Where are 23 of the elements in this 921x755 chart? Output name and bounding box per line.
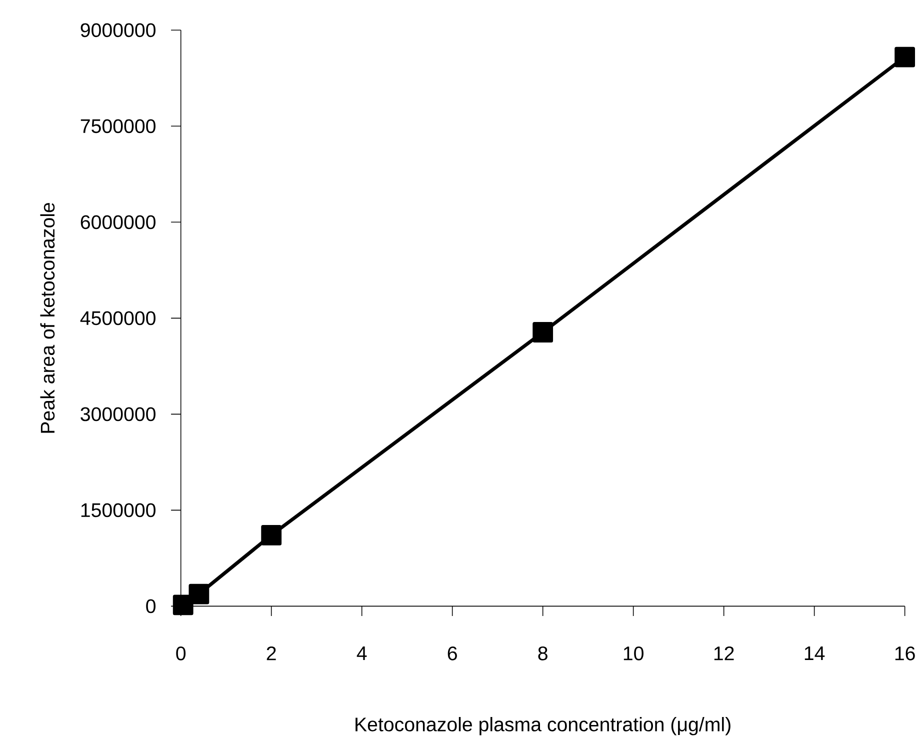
x-tick-label: 8 [538, 646, 548, 660]
y-tick-label: 9000000 [80, 23, 156, 37]
y-tick-label: 1500000 [81, 503, 156, 518]
x-tick-label: 0 [176, 646, 186, 660]
y-tick-label: 3000000 [80, 407, 156, 422]
y-tick-label: 7500000 [80, 119, 156, 133]
x-tick-label: 10 [624, 646, 644, 660]
point [172, 594, 194, 615]
y-axis-title: Peak area of ketoconazole [40, 202, 55, 433]
x-tick-label: 14 [804, 646, 825, 660]
point [894, 46, 916, 68]
point [188, 584, 210, 604]
x-tick-label: 12 [714, 646, 734, 660]
x-tick-label: 2 [266, 646, 276, 660]
x-tick-label: 4 [356, 646, 367, 660]
x-tick-label: 16 [895, 646, 915, 660]
x-axis-title: Ketoconazole plasma concentration (μg/ml) [356, 716, 730, 736]
point [532, 322, 554, 342]
x-tick-label: 6 [448, 646, 457, 660]
point [261, 524, 282, 546]
y-tick-label: 0 [146, 599, 156, 614]
y-tick-label: 6000000 [80, 215, 156, 229]
y-tick-label: 4500000 [80, 311, 156, 326]
